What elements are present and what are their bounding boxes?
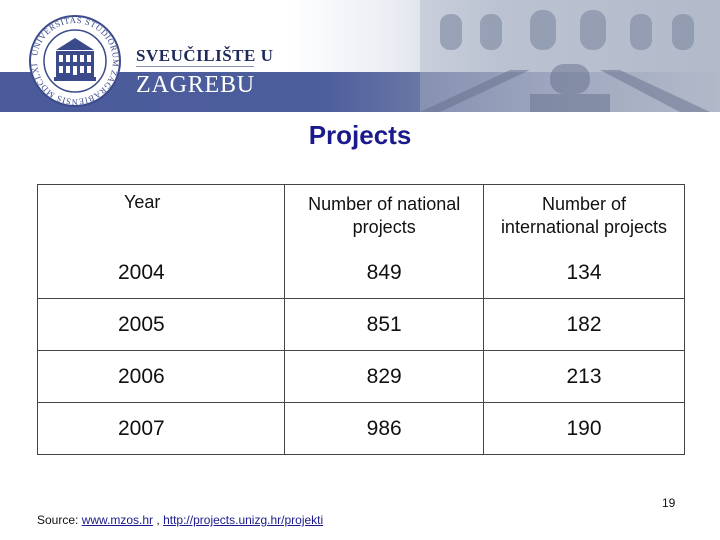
cell-year: 2006 xyxy=(36,350,286,403)
university-name-rule xyxy=(136,66,254,67)
source-separator: , xyxy=(156,513,160,527)
cell-international: 190 xyxy=(482,402,686,455)
source-label: Source: xyxy=(37,513,79,527)
source-note: Source: www.mzos.hr , http://projects.un… xyxy=(37,513,323,527)
cell-year: 2004 xyxy=(36,247,286,299)
table-row: 2006 829 213 xyxy=(36,350,686,403)
header-national-projects: Number of national projects xyxy=(284,184,484,247)
cell-year: 2007 xyxy=(36,402,286,455)
header-international-projects: Number of international projects xyxy=(482,184,686,247)
cell-international: 182 xyxy=(482,298,686,351)
university-name-line2: ZAGREBU xyxy=(136,72,255,98)
header-banner: UNIVERSITAS STUDIORUM ZAGRABIENSIS MDCLX… xyxy=(0,0,720,112)
cell-national: 986 xyxy=(284,402,484,455)
cell-international: 213 xyxy=(482,350,686,403)
table-row: 2007 986 190 xyxy=(36,402,686,455)
cell-international: 134 xyxy=(482,247,686,299)
cell-year: 2005 xyxy=(36,298,286,351)
cell-national: 851 xyxy=(284,298,484,351)
cell-national: 829 xyxy=(284,350,484,403)
table-row: 2005 851 182 xyxy=(36,298,686,351)
header-year: Year xyxy=(36,184,286,247)
source-link-mzos[interactable]: www.mzos.hr xyxy=(81,513,154,527)
projects-table: Year Number of national projects Number … xyxy=(36,184,686,455)
page-number: 19 xyxy=(662,496,676,510)
page-title: Projects xyxy=(308,120,412,150)
university-seal: UNIVERSITAS STUDIORUM ZAGRABIENSIS MDCLX… xyxy=(28,14,121,107)
source-link-projects[interactable]: http://projects.unizg.hr/projekti xyxy=(163,513,324,527)
university-name-line1: SVEUČILIŠTE U xyxy=(136,46,274,65)
university-building-image xyxy=(420,0,720,112)
cell-national: 849 xyxy=(284,247,484,299)
table-row: 2004 849 134 xyxy=(36,247,686,299)
table-header-row: Year Number of national projects Number … xyxy=(36,184,686,247)
